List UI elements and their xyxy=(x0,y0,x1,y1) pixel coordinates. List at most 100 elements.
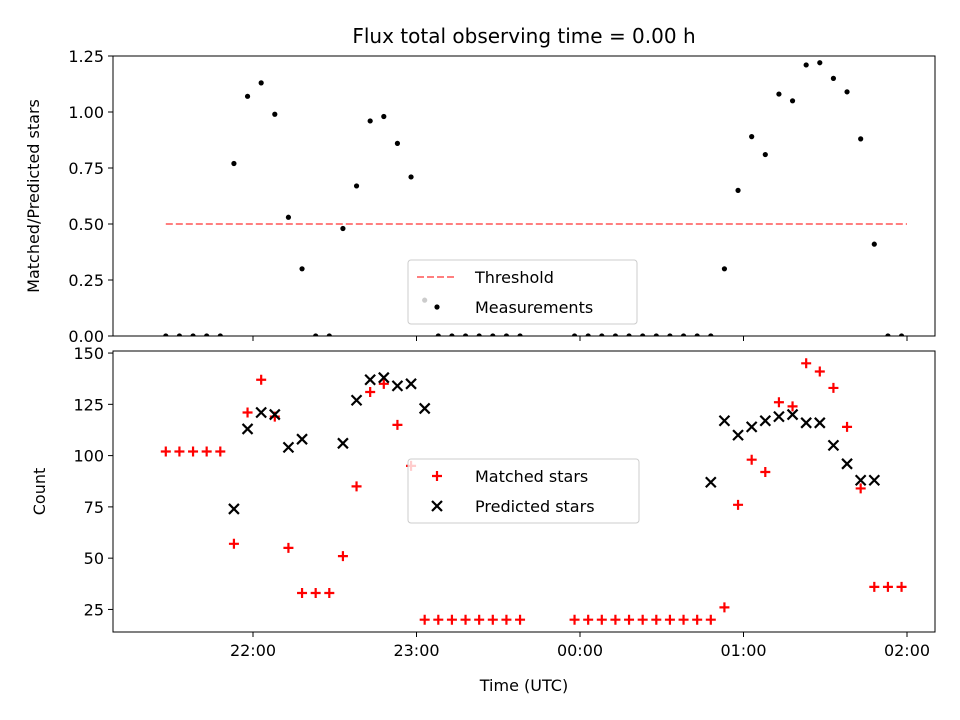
measurement-point xyxy=(858,136,864,142)
measurement-point xyxy=(272,111,278,117)
y-tick-label: 25 xyxy=(84,600,104,619)
y-tick-label: 50 xyxy=(84,549,104,568)
predicted-point xyxy=(296,433,308,445)
legend: Matched stars Predicted stars xyxy=(407,458,640,524)
predicted-point xyxy=(759,414,772,427)
measurement-point xyxy=(190,333,196,336)
axes-frame xyxy=(112,350,936,633)
matched-point xyxy=(460,614,471,625)
matched-point xyxy=(392,419,403,430)
x-tick-label: 23:00 xyxy=(393,641,439,660)
chart-title: Flux total observing time = 0.00 h xyxy=(352,24,695,48)
predicted-point xyxy=(282,441,295,454)
y-axis-label: Matched/Predicted stars xyxy=(24,99,43,293)
predicted-point xyxy=(364,373,376,386)
matched-point xyxy=(746,454,757,465)
matched-point xyxy=(637,614,648,625)
measurement-point xyxy=(776,91,782,97)
legend-measurement-swatch xyxy=(434,304,440,310)
predicted-point xyxy=(814,417,826,429)
measurement-point xyxy=(653,333,659,336)
legend-label: Measurements xyxy=(475,298,593,317)
matched-point xyxy=(474,614,485,625)
matched-point xyxy=(814,366,825,377)
measurement-point xyxy=(394,140,401,146)
matched-point xyxy=(228,538,239,549)
matched-point xyxy=(773,397,784,408)
measurement-point xyxy=(626,333,632,336)
matched-point xyxy=(842,421,853,432)
predicted-point xyxy=(854,474,867,486)
measurement-point xyxy=(885,333,891,336)
legend-label: Threshold xyxy=(474,268,554,287)
axes-frame xyxy=(112,55,936,337)
measurement-point xyxy=(721,266,728,272)
matched-point xyxy=(515,614,526,625)
measurement-point xyxy=(898,333,905,336)
measurement-point xyxy=(640,333,646,336)
series-measurements xyxy=(163,60,905,336)
y-tick-label: 0.50 xyxy=(68,215,104,234)
matched-point xyxy=(419,614,430,625)
matched-point xyxy=(610,614,621,625)
matched-point xyxy=(569,614,580,625)
matched-point xyxy=(201,446,212,457)
predicted-point xyxy=(732,429,744,441)
measurement-point xyxy=(694,333,700,336)
measurement-point xyxy=(708,333,714,336)
matched-point xyxy=(678,614,689,625)
predicted-point xyxy=(827,439,840,452)
x-tick-label: 22:00 xyxy=(230,641,276,660)
series-matched-stars xyxy=(160,358,907,625)
legend-label: Predicted stars xyxy=(475,497,595,516)
matched-point xyxy=(719,602,730,613)
predicted-point xyxy=(418,402,431,415)
matched-point xyxy=(256,374,267,385)
y-tick-label: 1.25 xyxy=(68,47,104,66)
matched-point xyxy=(160,446,171,457)
measurement-point xyxy=(612,333,619,336)
matched-point xyxy=(446,614,457,625)
measurement-point xyxy=(163,333,169,336)
measurement-point xyxy=(762,151,768,158)
matched-point xyxy=(787,401,798,412)
measurement-point xyxy=(735,187,741,193)
matched-point xyxy=(188,446,199,457)
y-tick-label: 0.75 xyxy=(68,159,104,178)
plot-area xyxy=(160,358,907,625)
predicted-point xyxy=(800,417,812,429)
matched-point xyxy=(869,581,880,592)
measurement-point xyxy=(326,333,332,336)
measurement-point xyxy=(476,333,482,336)
x-axis-label: Time (UTC) xyxy=(479,676,568,695)
legend: Threshold Measurements xyxy=(407,259,638,325)
measurement-point xyxy=(490,333,496,336)
matched-point xyxy=(692,614,703,625)
measurement-point xyxy=(204,333,210,336)
measurement-point xyxy=(789,98,796,104)
matched-point xyxy=(283,542,294,553)
count-axes: 25 50 75 100 125 150 22:00 23:00 00:00 01:00 02:00… xyxy=(30,344,936,695)
matched-point xyxy=(310,588,321,599)
measurement-point xyxy=(817,60,823,66)
matched-point xyxy=(596,614,607,625)
measurement-point xyxy=(244,93,251,99)
y-tick-label: 1.00 xyxy=(68,103,104,122)
y-tick-label: 100 xyxy=(73,447,104,466)
predicted-point xyxy=(337,437,349,450)
measurement-point xyxy=(449,333,455,336)
matched-point xyxy=(651,614,662,625)
matched-point xyxy=(828,382,839,393)
y-tick-label: 125 xyxy=(73,395,104,414)
predicted-point xyxy=(228,503,240,515)
predicted-point xyxy=(773,410,785,423)
ratio-axes: 0.00 0.25 0.50 0.75 1.00 1.25 Matched/Predicte… xyxy=(24,47,936,346)
measurement-point xyxy=(667,333,673,336)
matched-point xyxy=(801,358,812,369)
matched-point xyxy=(760,467,771,478)
predicted-point xyxy=(786,408,799,421)
y-tick-label: 0.25 xyxy=(68,271,104,290)
measurement-point xyxy=(299,266,305,272)
predicted-point xyxy=(350,394,363,407)
matched-point xyxy=(896,581,907,592)
